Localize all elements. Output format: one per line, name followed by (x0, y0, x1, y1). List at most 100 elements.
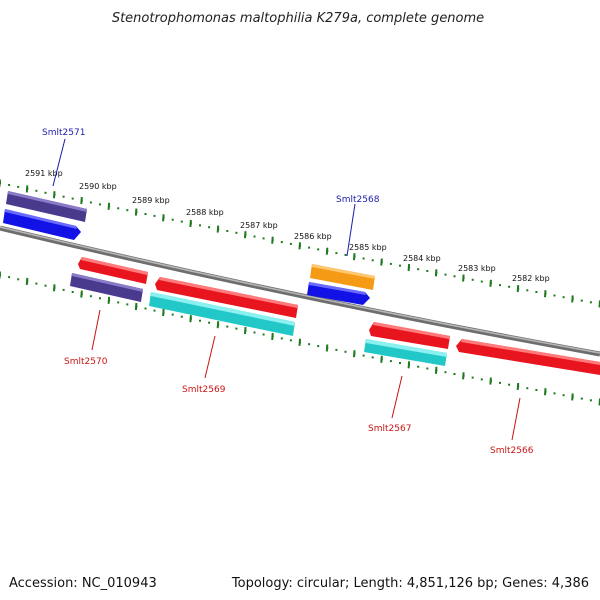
track-tick (353, 253, 356, 261)
map-title: Stenotrophomonas maltophilia K279a, comp… (112, 11, 484, 26)
gene-label-smlt2570[interactable]: Smlt2570 (64, 357, 108, 367)
track-tick (162, 309, 165, 317)
track-tick (271, 236, 274, 244)
track-dot (62, 195, 65, 198)
track-dot (499, 284, 501, 287)
track-dot (235, 231, 238, 234)
gene-smlt2571[interactable] (6, 191, 87, 222)
track-tick (53, 284, 56, 292)
track-dot (417, 365, 420, 368)
track-tick (434, 366, 438, 374)
track-tick (298, 338, 301, 346)
track-dot (253, 331, 256, 334)
scale-label: 2582 kbp (512, 274, 550, 283)
track-tick (244, 327, 247, 335)
track-dot (562, 296, 565, 299)
track-dot (71, 197, 74, 200)
track-dot (480, 378, 483, 381)
scale-label: 2585 kbp (349, 243, 387, 252)
gene-smlt2566[interactable] (456, 339, 600, 375)
track-dot (526, 289, 529, 292)
gene-smlt2569[interactable] (149, 292, 295, 336)
leader-smlt2571 (52, 138, 66, 187)
track-tick (216, 321, 220, 329)
track-dot (8, 184, 11, 186)
track-dot (371, 259, 374, 262)
track-tick (489, 377, 492, 385)
track-dot (153, 309, 156, 312)
track-dot (526, 387, 529, 390)
track-tick (53, 191, 56, 199)
track-tick (407, 263, 411, 272)
track-tick (462, 372, 465, 380)
track-dot (226, 230, 229, 232)
track-dot (35, 189, 38, 192)
track-dot (444, 371, 447, 374)
track-dot (208, 226, 211, 229)
track-dot (371, 356, 374, 359)
scale-label: 2591 kbp (25, 169, 63, 178)
gene-smlt2567[interactable] (364, 339, 447, 366)
track-dot (62, 288, 65, 291)
leader-smlt2567 (391, 375, 403, 419)
scale-label: 2590 kbp (79, 182, 117, 191)
track-dot (199, 319, 201, 322)
track-dot (289, 242, 292, 245)
track-tick (107, 296, 111, 304)
topology-text: Topology: circular; Length: 4,851,126 bp… (231, 576, 589, 591)
track-dot (580, 299, 583, 302)
track-dot (580, 397, 583, 400)
gene-red-2[interactable] (155, 277, 298, 318)
leader-smlt2570 (91, 309, 101, 351)
track-dot (44, 284, 47, 287)
label-leaders (52, 138, 521, 441)
genome-backbone (0, 225, 600, 357)
gene-label-smlt2566[interactable]: Smlt2566 (490, 446, 534, 456)
scale-labels: 2591 kbp 2590 kbp 2589 kbp 2588 kbp 2587… (25, 169, 550, 283)
gene-red-3[interactable] (369, 322, 450, 349)
track-dot (453, 373, 456, 375)
gene-label-smlt2567[interactable]: Smlt2567 (368, 424, 411, 434)
track-tick (271, 332, 274, 340)
gene-smlt2570[interactable] (70, 273, 143, 302)
track-dot (508, 383, 511, 386)
track-tick (134, 302, 138, 311)
track-tick (571, 393, 574, 401)
track-tick (325, 247, 329, 255)
gene-red-1[interactable] (78, 257, 148, 284)
track-dot (8, 276, 11, 279)
track-dot (144, 307, 147, 310)
track-dot (280, 337, 283, 340)
gene-blue-left[interactable] (3, 209, 81, 240)
track-dot (171, 218, 174, 221)
inner-scale-ticks (0, 271, 600, 406)
gene-label-smlt2571[interactable]: Smlt2571 (42, 128, 85, 138)
track-dot (317, 248, 320, 251)
track-tick (107, 202, 111, 210)
track-dot (226, 325, 229, 328)
track-dot (344, 253, 347, 256)
track-dot (126, 303, 129, 306)
track-tick (462, 274, 465, 282)
track-tick (544, 290, 547, 298)
track-dot (262, 237, 265, 240)
track-dot (444, 273, 447, 276)
gene-blue-middle[interactable] (307, 282, 370, 305)
track-dot (235, 327, 238, 330)
track-dot (362, 257, 365, 260)
track-tick (516, 382, 520, 390)
track-dot (89, 201, 92, 204)
track-dot (126, 209, 129, 212)
gene-smlt2568-orange[interactable] (310, 264, 375, 290)
track-dot (399, 264, 401, 267)
scale-label: 2588 kbp (186, 208, 224, 217)
track-dot (180, 220, 183, 223)
track-tick (380, 355, 383, 363)
track-dot (317, 345, 320, 348)
track-dot (399, 362, 401, 364)
gene-label-smlt2568[interactable]: Smlt2568 (336, 195, 380, 205)
gene-label-smlt2569[interactable]: Smlt2569 (182, 385, 226, 395)
track-dot (535, 291, 538, 293)
outer-scale-ticks (0, 179, 600, 308)
